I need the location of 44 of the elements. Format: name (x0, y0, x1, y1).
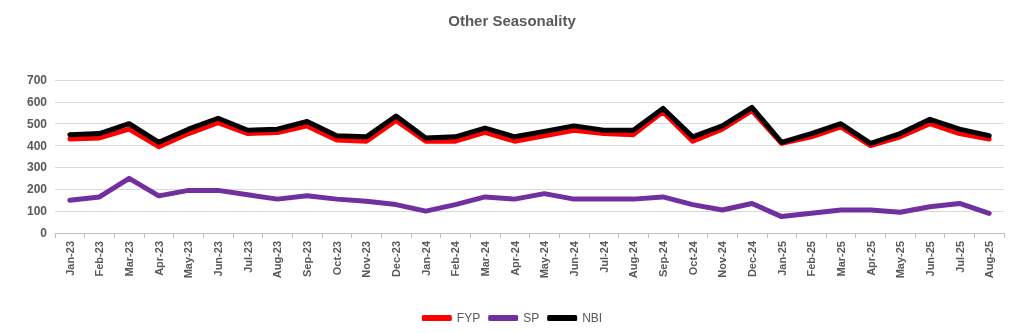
x-tick-label: Mar-25 (834, 241, 847, 277)
x-tick-label: Jan-23 (63, 241, 76, 276)
x-tick-label: Aug-25 (983, 241, 996, 279)
x-tick-label: Mar-24 (479, 240, 492, 277)
x-tick-label: Sep-24 (656, 240, 669, 278)
x-tick-label: Apr-25 (864, 241, 877, 276)
x-tick-label: Jul-23 (241, 241, 254, 273)
x-tick-label: Feb-23 (93, 241, 106, 277)
y-tick-label: 200 (26, 182, 48, 197)
x-tick-label: Apr-24 (508, 240, 521, 276)
x-tick-label: Jul-24 (597, 240, 610, 273)
y-tick-label: 400 (26, 138, 48, 153)
x-tick-label: Jun-24 (567, 240, 580, 277)
x-tick-label: Aug-23 (271, 241, 284, 279)
y-tick-label: 700 (26, 73, 48, 87)
x-tick-label: Nov-24 (716, 240, 729, 278)
x-tick-label: Apr-23 (152, 241, 165, 276)
x-tick-label: Jan-25 (775, 241, 788, 276)
x-tick-label: May-23 (182, 241, 195, 279)
x-tick-label: Feb-25 (805, 241, 818, 277)
y-tick-label: 300 (26, 160, 48, 175)
legend-label: FYP (456, 311, 481, 325)
x-tick-label: Oct-24 (686, 240, 699, 276)
legend-label: NBI (582, 311, 603, 325)
x-tick-label: Jun-23 (212, 241, 225, 277)
y-tick-label: 600 (26, 94, 48, 109)
x-tick-label: Nov-23 (360, 241, 373, 278)
x-tick-label: Mar-23 (123, 241, 136, 277)
x-tick-label: Jun-25 (923, 241, 936, 277)
x-tick-label: Dec-24 (745, 240, 758, 278)
y-tick-label: 100 (26, 204, 48, 219)
x-tick-label: May-24 (538, 240, 551, 279)
y-tick-label: 0 (40, 226, 48, 240)
x-tick-label: May-25 (894, 241, 907, 279)
x-tick-label: Dec-23 (390, 241, 403, 278)
x-tick-label: Feb-24 (449, 240, 462, 277)
x-tick-label: Sep-23 (301, 241, 314, 278)
chart-title: Other Seasonality (448, 12, 577, 29)
legend-label: SP (523, 311, 540, 325)
x-tick-label: Jan-24 (419, 240, 432, 276)
x-tick-label: Jul-25 (953, 241, 966, 273)
x-tick-label: Aug-24 (627, 240, 640, 279)
y-tick-label: 500 (26, 116, 48, 131)
x-tick-label: Oct-23 (330, 241, 343, 276)
